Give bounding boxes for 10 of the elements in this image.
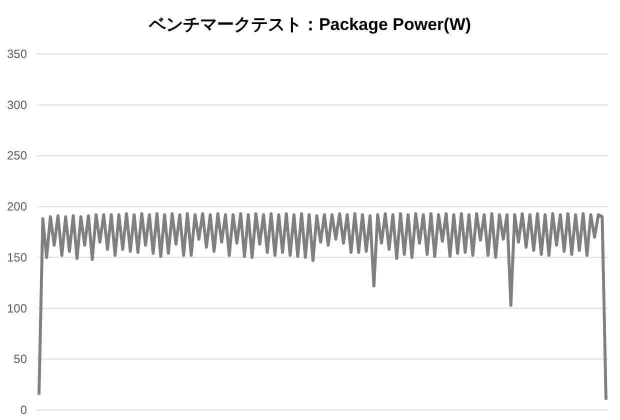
y-tick-label: 150 — [6, 250, 28, 264]
chart-title: ベンチマークテスト：Package Power(W) — [148, 15, 472, 34]
y-tick-label: 350 — [6, 47, 28, 61]
y-tick-label: 100 — [6, 301, 28, 316]
y-tick-label: 200 — [6, 200, 28, 214]
y-tick-label: 50 — [14, 352, 28, 366]
y-tick-label: 300 — [6, 98, 28, 112]
line-series — [38, 212, 608, 402]
y-tick-label: 0 — [20, 403, 28, 417]
y-tick-label: 250 — [6, 148, 28, 163]
